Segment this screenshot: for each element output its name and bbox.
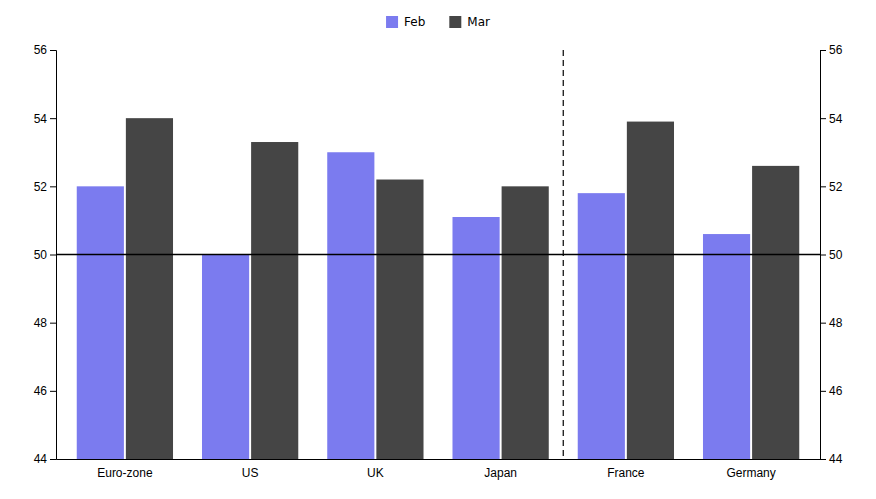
tick: Euro-zone: [97, 466, 153, 480]
tick-label: 46: [34, 384, 48, 398]
tick-label: France: [607, 466, 645, 480]
legend-swatch: [386, 16, 398, 28]
divider-line: [563, 50, 564, 459]
tick-label: 44: [829, 452, 843, 466]
tick-mark: [50, 323, 56, 324]
tick: Japan: [484, 466, 517, 480]
legend-item: Mar: [449, 15, 490, 29]
legend: Feb Mar: [386, 15, 490, 29]
y-axis: 44 46 48 50 52 54 56: [34, 43, 57, 466]
tick-label: UK: [367, 466, 384, 480]
tick: 54: [34, 112, 56, 126]
tick-label: 54: [829, 112, 843, 126]
tick-mark: [820, 118, 826, 119]
tick-mark: [50, 391, 56, 392]
bar: [502, 186, 549, 459]
tick-mark: [50, 118, 56, 119]
tick-mark: [820, 323, 826, 324]
tick-label: Japan: [484, 466, 517, 480]
tick: 48: [34, 316, 56, 330]
tick-label: 52: [829, 180, 843, 194]
bar: [251, 142, 298, 459]
axis-line: [57, 459, 821, 460]
tick: 52: [820, 180, 843, 194]
tick: 50: [820, 248, 843, 262]
tick-mark: [50, 186, 56, 187]
legend-label: Mar: [467, 15, 490, 29]
tick-label: 48: [34, 316, 48, 330]
tick-label: 54: [34, 112, 48, 126]
tick: 44: [820, 452, 843, 466]
tick-label: 52: [34, 180, 48, 194]
tick-mark: [820, 255, 826, 256]
bar: [202, 255, 249, 460]
tick: France: [607, 466, 645, 480]
tick: 50: [34, 248, 56, 262]
bar-series: [126, 118, 799, 459]
tick-mark: [820, 459, 826, 460]
bar: [327, 152, 374, 459]
tick: 56: [820, 43, 843, 57]
tick-label: Germany: [726, 466, 775, 480]
bar: [376, 180, 423, 459]
tick-label: 44: [34, 452, 48, 466]
tick: 46: [820, 384, 843, 398]
bar: [452, 217, 499, 459]
axis-line: [821, 51, 827, 460]
tick-mark: [50, 50, 56, 51]
legend-swatch: [449, 16, 461, 28]
tick-mark: [50, 459, 56, 460]
legend-item: Feb: [386, 15, 425, 29]
tick-label: 50: [34, 248, 48, 262]
tick-label: 48: [829, 316, 843, 330]
tick: Germany: [726, 466, 775, 480]
tick: 46: [34, 384, 56, 398]
legend-label: Feb: [404, 15, 425, 29]
tick-mark: [50, 255, 56, 256]
tick-label: 50: [829, 248, 843, 262]
tick-label: 56: [829, 43, 843, 57]
bar: [752, 166, 799, 459]
bar: [578, 193, 625, 459]
plot-area: [56, 50, 820, 459]
tick: 54: [820, 112, 843, 126]
tick: 48: [820, 316, 843, 330]
tick-label: US: [242, 466, 259, 480]
tick: 56: [34, 43, 56, 57]
tick-label: 56: [34, 43, 48, 57]
tick-label: 46: [829, 384, 843, 398]
tick-mark: [820, 186, 826, 187]
x-axis: Euro-zone US UK Japan France Germany: [57, 460, 821, 480]
axis-line: [50, 51, 57, 460]
tick-label: Euro-zone: [97, 466, 153, 480]
tick: 44: [34, 452, 56, 466]
y2-axis: 44 46 48 50 52 54 56: [820, 43, 843, 466]
tick-mark: [820, 50, 826, 51]
tick-mark: [820, 391, 826, 392]
bar: [627, 122, 674, 459]
tick: 52: [34, 180, 56, 194]
tick: US: [242, 466, 259, 480]
bar: [77, 186, 124, 459]
chart: Euro-zone US UK Japan France Germany 44 46 48 50 5…: [0, 0, 876, 499]
tick: UK: [367, 466, 384, 480]
bar: [703, 234, 750, 459]
reference-line: [56, 254, 820, 256]
bar: [126, 118, 173, 459]
